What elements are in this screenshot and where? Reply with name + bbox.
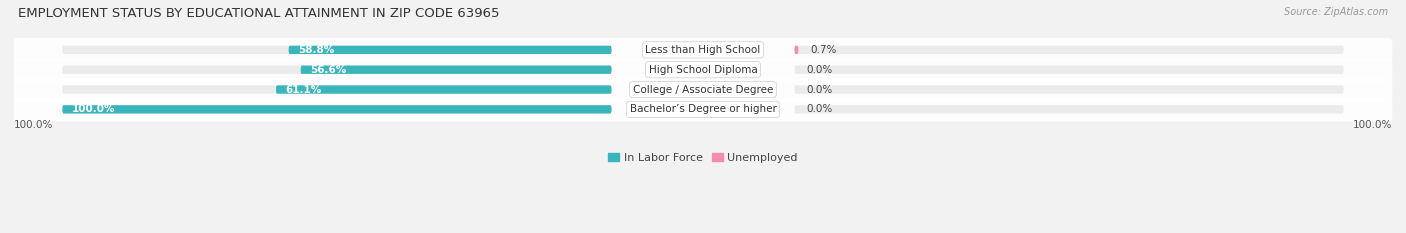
Legend: In Labor Force, Unemployed: In Labor Force, Unemployed bbox=[603, 148, 803, 167]
Text: 0.0%: 0.0% bbox=[807, 85, 832, 95]
FancyBboxPatch shape bbox=[794, 46, 799, 54]
FancyBboxPatch shape bbox=[14, 38, 1392, 62]
FancyBboxPatch shape bbox=[62, 105, 612, 113]
FancyBboxPatch shape bbox=[794, 46, 1344, 54]
Text: EMPLOYMENT STATUS BY EDUCATIONAL ATTAINMENT IN ZIP CODE 63965: EMPLOYMENT STATUS BY EDUCATIONAL ATTAINM… bbox=[18, 7, 499, 20]
FancyBboxPatch shape bbox=[301, 65, 612, 74]
FancyBboxPatch shape bbox=[288, 46, 612, 54]
FancyBboxPatch shape bbox=[794, 105, 1344, 113]
Text: Source: ZipAtlas.com: Source: ZipAtlas.com bbox=[1284, 7, 1388, 17]
Text: College / Associate Degree: College / Associate Degree bbox=[633, 85, 773, 95]
FancyBboxPatch shape bbox=[62, 85, 612, 94]
FancyBboxPatch shape bbox=[276, 85, 612, 94]
Text: 56.6%: 56.6% bbox=[309, 65, 346, 75]
Text: Bachelor’s Degree or higher: Bachelor’s Degree or higher bbox=[630, 104, 776, 114]
FancyBboxPatch shape bbox=[794, 85, 1344, 94]
Text: 58.8%: 58.8% bbox=[298, 45, 335, 55]
FancyBboxPatch shape bbox=[14, 77, 1392, 102]
Text: 100.0%: 100.0% bbox=[1353, 120, 1392, 130]
FancyBboxPatch shape bbox=[62, 46, 612, 54]
Text: 100.0%: 100.0% bbox=[72, 104, 115, 114]
FancyBboxPatch shape bbox=[794, 65, 1344, 74]
Text: 0.0%: 0.0% bbox=[807, 104, 832, 114]
FancyBboxPatch shape bbox=[62, 65, 612, 74]
FancyBboxPatch shape bbox=[62, 105, 612, 113]
Text: 100.0%: 100.0% bbox=[14, 120, 53, 130]
Text: High School Diploma: High School Diploma bbox=[648, 65, 758, 75]
FancyBboxPatch shape bbox=[14, 97, 1392, 121]
Text: 0.7%: 0.7% bbox=[811, 45, 837, 55]
Text: 61.1%: 61.1% bbox=[285, 85, 322, 95]
FancyBboxPatch shape bbox=[14, 58, 1392, 82]
Text: Less than High School: Less than High School bbox=[645, 45, 761, 55]
Text: 0.0%: 0.0% bbox=[807, 65, 832, 75]
